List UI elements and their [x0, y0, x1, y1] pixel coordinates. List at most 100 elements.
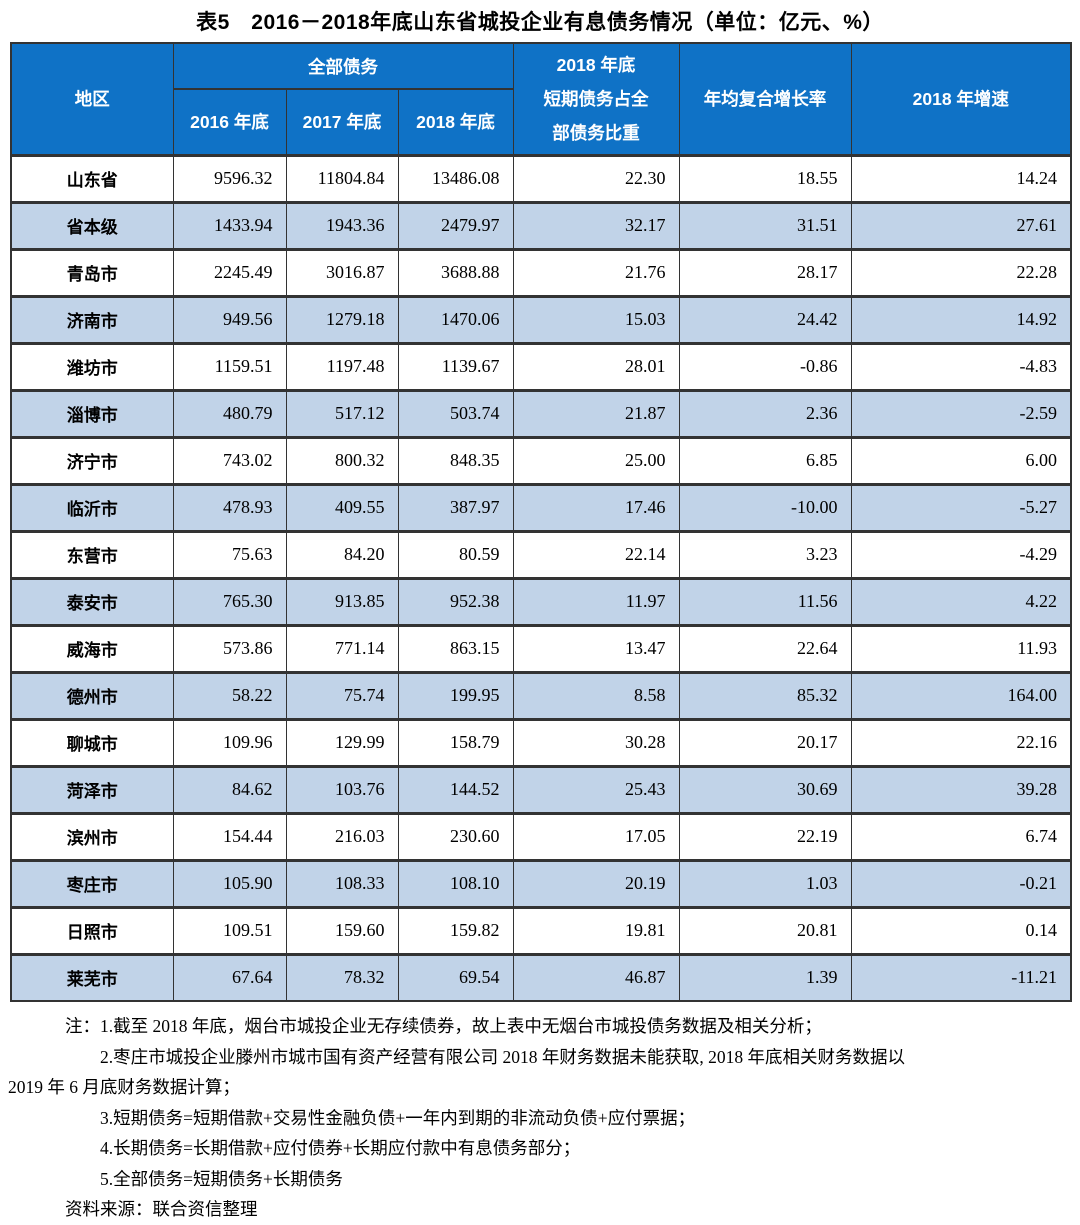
region-cell: 日照市: [10, 905, 174, 955]
debt-table: 地区 全部债务 2018 年底 短期债务占全 部债务比重 年均复合增长率 201…: [10, 42, 1073, 1002]
region-cell: 泰安市: [10, 576, 174, 626]
header-year-2017: 2017 年底: [285, 88, 399, 156]
table-row: 菏泽市 84.62 103.76 144.52 25.43 30.69 39.28: [10, 764, 1072, 814]
value-cell: -0.86: [678, 341, 852, 391]
value-cell: 771.14: [285, 623, 399, 673]
value-cell: 24.42: [678, 294, 852, 344]
value-cell: -10.00: [678, 482, 852, 532]
value-cell: 46.87: [512, 952, 680, 1002]
value-cell: 216.03: [285, 811, 399, 861]
header-year-2018: 2018 年底: [397, 88, 514, 156]
note-line: 4.长期债务=长期借款+应付债券+长期应付款中有息债务部分；: [100, 1138, 581, 1158]
value-cell: 6.74: [850, 811, 1072, 861]
value-cell: 20.19: [512, 858, 680, 908]
value-cell: 409.55: [285, 482, 399, 532]
value-cell: 32.17: [512, 200, 680, 250]
value-cell: 848.35: [397, 435, 514, 485]
value-cell: 573.86: [172, 623, 287, 673]
value-cell: 6.00: [850, 435, 1072, 485]
value-cell: 30.69: [678, 764, 852, 814]
value-cell: 69.54: [397, 952, 514, 1002]
region-cell: 德州市: [10, 670, 174, 720]
value-cell: 108.10: [397, 858, 514, 908]
value-cell: 1159.51: [172, 341, 287, 391]
source-line: 资料来源：联合资信整理: [65, 1199, 258, 1219]
value-cell: 67.64: [172, 952, 287, 1002]
value-cell: 158.79: [397, 717, 514, 767]
value-cell: 13.47: [512, 623, 680, 673]
value-cell: 1943.36: [285, 200, 399, 250]
region-cell: 临沂市: [10, 482, 174, 532]
value-cell: 22.16: [850, 717, 1072, 767]
table-row: 淄博市 480.79 517.12 503.74 21.87 2.36 -2.59: [10, 388, 1072, 438]
table-row: 山东省 9596.32 11804.84 13486.08 22.30 18.55 14.2…: [10, 153, 1072, 203]
region-cell: 东营市: [10, 529, 174, 579]
value-cell: 25.00: [512, 435, 680, 485]
value-cell: 75.63: [172, 529, 287, 579]
value-cell: 913.85: [285, 576, 399, 626]
region-cell: 济宁市: [10, 435, 174, 485]
region-cell: 菏泽市: [10, 764, 174, 814]
region-cell: 聊城市: [10, 717, 174, 767]
value-cell: 129.99: [285, 717, 399, 767]
header-row-group: 地区 全部债务 2018 年底 短期债务占全 部债务比重 年均复合增长率 201…: [10, 42, 1072, 156]
value-cell: -2.59: [850, 388, 1072, 438]
table-row: 枣庄市 105.90 108.33 108.10 20.19 1.03 -0.21: [10, 858, 1072, 908]
value-cell: 80.59: [397, 529, 514, 579]
header-year-2016: 2016 年底: [172, 88, 287, 156]
value-cell: 11.93: [850, 623, 1072, 673]
header-cagr: 年均复合增长率: [678, 42, 852, 156]
header-short-term-ratio-line3: 部债务比重: [552, 122, 640, 143]
value-cell: 164.00: [850, 670, 1072, 720]
table-row: 青岛市 2245.49 3016.87 3688.88 21.76 28.17 22.28: [10, 247, 1072, 297]
value-cell: 1.39: [678, 952, 852, 1002]
table-row: 东营市 75.63 84.20 80.59 22.14 3.23 -4.29: [10, 529, 1072, 579]
value-cell: 75.74: [285, 670, 399, 720]
value-cell: 800.32: [285, 435, 399, 485]
note-line: 3.短期债务=短期借款+交易性金融负债+一年内到期的非流动负债+应付票据；: [100, 1107, 696, 1128]
value-cell: 952.38: [397, 576, 514, 626]
value-cell: 31.51: [678, 200, 852, 250]
table-row: 济宁市 743.02 800.32 848.35 25.00 6.85 6.00: [10, 435, 1072, 485]
region-cell: 潍坊市: [10, 341, 174, 391]
value-cell: 19.81: [512, 905, 680, 955]
value-cell: 2245.49: [172, 247, 287, 297]
table-title: 表5 2016－2018年底山东省城投企业有息债务情况（单位：亿元、%）: [196, 11, 884, 34]
value-cell: 13486.08: [397, 153, 514, 203]
value-cell: 27.61: [850, 200, 1072, 250]
value-cell: 1139.67: [397, 341, 514, 391]
value-cell: 85.32: [678, 670, 852, 720]
table-row: 省本级 1433.94 1943.36 2479.97 32.17 31.51 27.61: [10, 200, 1072, 250]
value-cell: 0.14: [850, 905, 1072, 955]
region-cell: 省本级: [10, 200, 174, 250]
value-cell: 25.43: [512, 764, 680, 814]
value-cell: 743.02: [172, 435, 287, 485]
value-cell: 28.17: [678, 247, 852, 297]
region-cell: 莱芜市: [10, 952, 174, 1002]
note-line: 注：1.截至 2018 年底，烟台市城投企业无存续债券，故上表中无烟台市城投债务…: [65, 1016, 822, 1036]
value-cell: 949.56: [172, 294, 287, 344]
table-row: 德州市 58.22 75.74 199.95 8.58 85.32 164.00: [10, 670, 1072, 720]
region-cell: 青岛市: [10, 247, 174, 297]
value-cell: 1.03: [678, 858, 852, 908]
table-row: 临沂市 478.93 409.55 387.97 17.46 -10.00 -5.27: [10, 482, 1072, 532]
value-cell: -4.29: [850, 529, 1072, 579]
value-cell: 11804.84: [285, 153, 399, 203]
header-growth-2018: 2018 年增速: [850, 42, 1072, 156]
header-row-years: 2016 年底 2017 年底 2018 年底: [11, 88, 1071, 156]
table-row: 泰安市 765.30 913.85 952.38 11.97 11.56 4.22: [10, 576, 1072, 626]
value-cell: 109.51: [172, 905, 287, 955]
header-region: 地区: [10, 42, 174, 156]
value-cell: 30.28: [512, 717, 680, 767]
note-line: 2019 年 6 月底财务数据计算；: [8, 1077, 240, 1097]
value-cell: 2479.97: [397, 200, 514, 250]
value-cell: 28.01: [512, 341, 680, 391]
value-cell: 765.30: [172, 576, 287, 626]
value-cell: 17.05: [512, 811, 680, 861]
notes: 注：1.截至 2018 年底，烟台市城投企业无存续债券，故上表中无烟台市城投债务…: [0, 1011, 1080, 1194]
value-cell: 11.56: [678, 576, 852, 626]
value-cell: 9596.32: [172, 153, 287, 203]
header-short-term-ratio-line1: 2018 年底: [556, 54, 636, 75]
header-short-term-ratio-line2: 短期债务占全: [543, 88, 649, 109]
